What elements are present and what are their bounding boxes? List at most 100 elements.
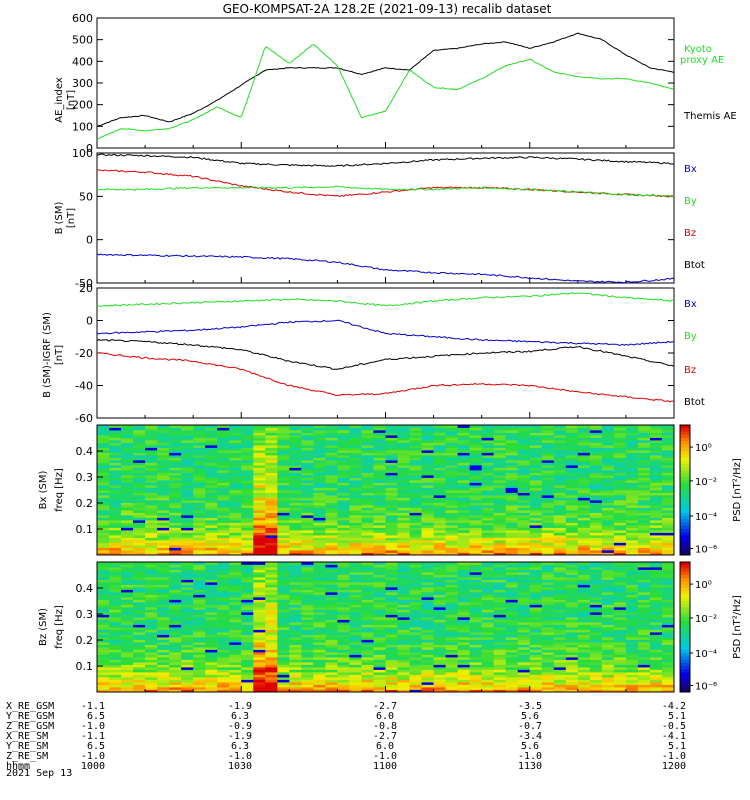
spectrogram-cell (181, 592, 194, 595)
spectrogram-cell (97, 452, 110, 456)
spectrogram-cell (373, 597, 386, 600)
spectrogram-cell (469, 652, 483, 655)
spectrogram-cell (373, 634, 386, 638)
spectrogram-cell (409, 579, 422, 583)
spectrogram-cell (253, 667, 266, 670)
spectrogram-cell (121, 664, 134, 668)
spectrogram-cell (409, 604, 422, 608)
spectrogram-cell (169, 515, 182, 518)
spectrogram-cell (409, 612, 422, 615)
spectrogram-cell (337, 629, 350, 633)
spectrogram-cell (205, 607, 218, 610)
spectrogram-cell (253, 510, 266, 513)
spectrogram-cell (265, 682, 278, 685)
spectrogram-cell (565, 589, 579, 593)
spectrogram-cell (505, 487, 519, 491)
spectrogram-cell (457, 462, 471, 466)
spectrogram-cell (577, 679, 591, 683)
spectrogram-cell (133, 662, 146, 665)
spectrogram-cell (109, 507, 122, 511)
spectrogram-cell (553, 564, 567, 568)
spectrogram-cell (517, 639, 531, 643)
spectrogram-cell (97, 627, 110, 630)
spectrogram-cell (529, 487, 543, 491)
spectrogram-cell (565, 520, 579, 523)
spectrogram-cell (229, 452, 242, 456)
spectrogram-cell (205, 480, 218, 483)
spectrogram-cell (241, 450, 254, 453)
spectrogram-cell (445, 649, 459, 653)
spectrogram-cell (469, 430, 483, 433)
spectrogram-cell (409, 465, 422, 468)
spectrogram-cell (181, 607, 194, 610)
spectrogram-cell (421, 450, 434, 453)
spectrogram-cell (181, 467, 194, 471)
spectrogram-cell (253, 644, 266, 648)
spectrogram-cell (553, 542, 567, 546)
spectrogram-cell (433, 472, 446, 476)
spectrogram-cell (505, 522, 519, 526)
spectrogram-cell (481, 614, 495, 618)
spectrogram-cell (493, 597, 507, 600)
spectrogram-cell (325, 537, 338, 541)
spectrogram-cell (193, 512, 206, 516)
spectrogram-cell (433, 530, 446, 533)
spectrogram-cell (109, 545, 122, 548)
spectrogram-cell (433, 435, 446, 438)
spectrogram-cell (169, 447, 182, 451)
spectrogram-cell (205, 659, 218, 663)
spectrogram-cell (169, 455, 182, 458)
spectrogram-cell (661, 482, 675, 486)
spectrogram-cell (385, 505, 398, 508)
spectrogram-cell (313, 607, 326, 610)
spectrogram-cell (517, 470, 531, 473)
spectrogram-cell (133, 525, 146, 528)
spectrogram-cell (553, 515, 567, 518)
spectrogram-cell (601, 679, 615, 683)
spectrogram-cell (349, 430, 362, 433)
spectrogram-cell (421, 672, 434, 675)
spectrogram-cell (397, 527, 410, 531)
spectrogram-cell (265, 627, 278, 630)
spectrogram-cell (409, 642, 422, 645)
spectrogram-cell (109, 472, 122, 476)
spectrogram-cell (121, 594, 134, 598)
spectrogram-cell (181, 547, 194, 551)
spectrogram-cell (469, 432, 483, 436)
spectrogram-cell (157, 537, 170, 541)
spectrogram-cell (289, 664, 302, 668)
spectrogram-cell (469, 614, 483, 618)
spectrogram-cell (349, 594, 362, 598)
spectrogram-cell (373, 639, 386, 643)
spectrogram-cell (121, 659, 134, 663)
spectrogram-cell (433, 589, 446, 593)
spectrogram-cell (493, 652, 507, 655)
spectrogram-cell (169, 572, 182, 575)
spectrogram-cell (313, 447, 326, 451)
spectrogram-cell (517, 679, 531, 683)
spectrogram-cell (409, 490, 422, 493)
spectrogram-cell (433, 587, 446, 590)
spectrogram-cell (217, 480, 230, 483)
spectrogram-cell (529, 525, 543, 528)
spectrogram-cell (241, 477, 254, 481)
spectrogram-cell (133, 607, 146, 610)
spectrogram-cell (421, 430, 434, 433)
spectrogram-cell (205, 609, 218, 613)
spectrogram-cell (217, 467, 230, 471)
spectrogram-cell (373, 485, 386, 488)
spectrogram-cell (385, 495, 398, 498)
spectrogram-cell (373, 649, 386, 653)
spectrogram-cell (529, 517, 543, 521)
series-lines (96, 32, 675, 141)
spectrogram-cell (517, 587, 531, 590)
spectrogram-cell (265, 599, 278, 603)
spectrogram-cell (121, 465, 134, 468)
spectrogram-cell (493, 552, 507, 556)
spectrogram-cell (421, 485, 434, 488)
spectrogram-cell (493, 617, 507, 620)
spectrogram-cell (289, 527, 302, 531)
spectrogram-cell (409, 495, 422, 498)
spectrogram-cell (229, 430, 242, 433)
spectrogram-cell (385, 515, 398, 518)
